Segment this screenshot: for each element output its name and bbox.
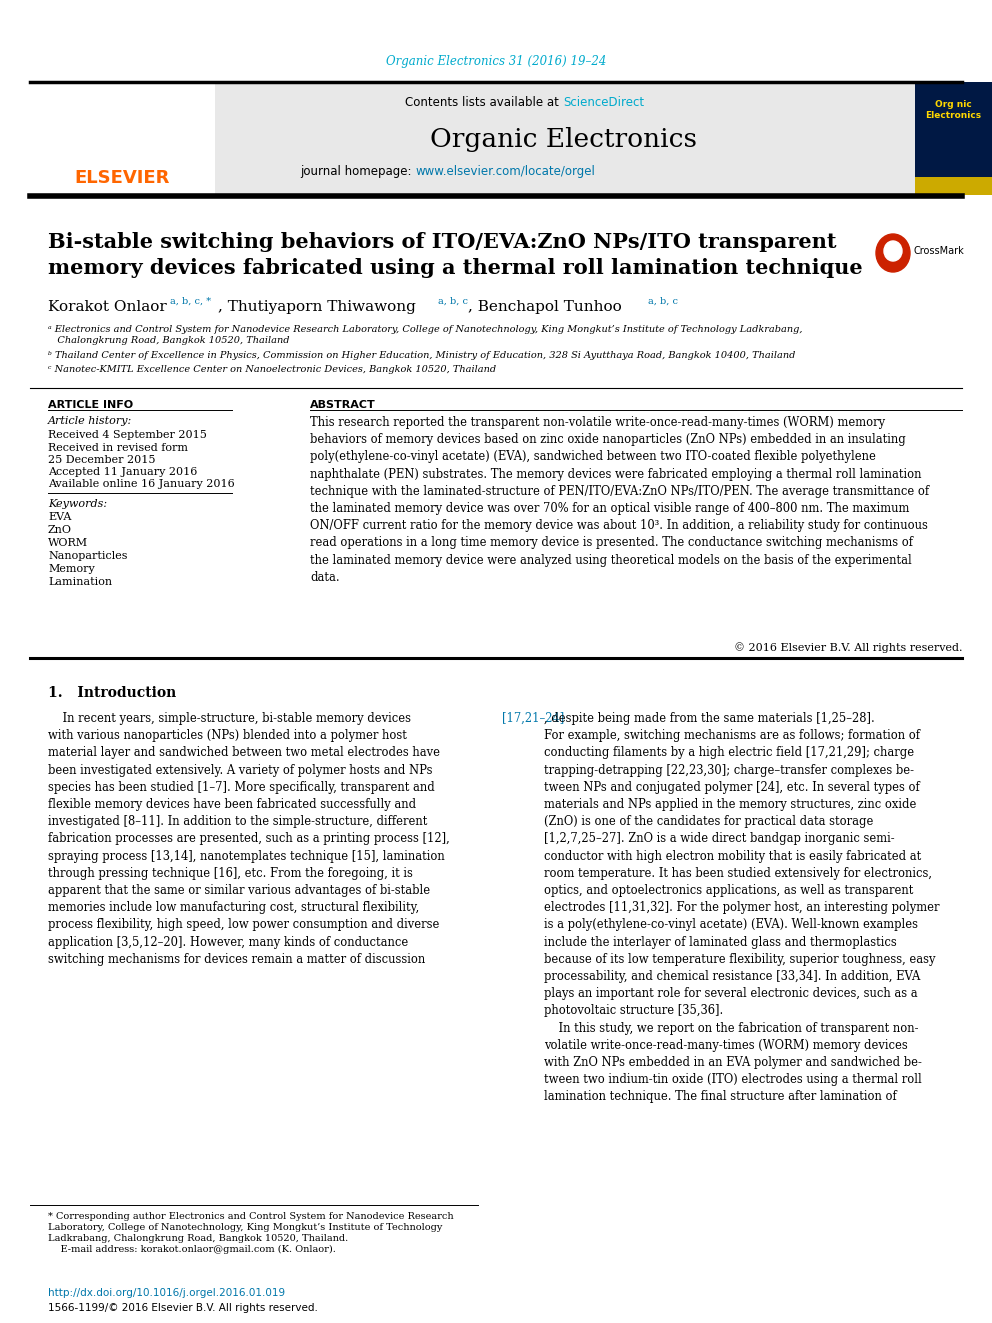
Text: * Corresponding author Electronics and Control System for Nanodevice Research
La: * Corresponding author Electronics and C… [48,1212,453,1254]
Text: Nanoparticles: Nanoparticles [48,550,128,561]
Text: 25 December 2015: 25 December 2015 [48,455,156,464]
Text: journal homepage:: journal homepage: [300,165,415,179]
Text: ᵃ Electronics and Control System for Nanodevice Research Laboratory, College of : ᵃ Electronics and Control System for Nan… [48,325,803,345]
Text: 1566-1199/© 2016 Elsevier B.V. All rights reserved.: 1566-1199/© 2016 Elsevier B.V. All right… [48,1303,317,1312]
Text: Received 4 September 2015: Received 4 September 2015 [48,430,207,441]
Text: ELSEVIER: ELSEVIER [74,169,170,187]
Text: Org nic
Electronics: Org nic Electronics [925,99,981,120]
Text: Memory: Memory [48,564,95,574]
Text: Received in revised form: Received in revised form [48,443,188,452]
Bar [30,82,215,194]
Text: This research reported the transparent non-volatile write-once-read-many-times (: This research reported the transparent n… [310,415,930,583]
Text: WORM: WORM [48,538,88,548]
Text: ScienceDirect: ScienceDirect [563,97,644,110]
Bar [215,82,915,194]
Text: Organic Electronics: Organic Electronics [430,127,696,152]
Text: www.elsevier.com/locate/orgel: www.elsevier.com/locate/orgel [415,165,595,179]
Bar [915,177,992,194]
Text: 1.   Introduction: 1. Introduction [48,687,177,700]
Text: EVA: EVA [48,512,71,523]
Text: [17,21–24]: [17,21–24] [502,712,564,725]
Text: , despite being made from the same materials [1,25–28].
For example, switching m: , despite being made from the same mater… [544,712,939,1103]
Text: Contents lists available at: Contents lists available at [406,97,563,110]
Ellipse shape [884,241,902,261]
Text: Lamination: Lamination [48,577,112,587]
Text: Bi-stable switching behaviors of ITO/EVA:ZnO NPs/ITO transparent
memory devices : Bi-stable switching behaviors of ITO/EVA… [48,232,863,278]
Bar [915,82,992,194]
Text: ZnO: ZnO [48,525,72,534]
Text: Korakot Onlaor: Korakot Onlaor [48,300,167,314]
Text: ABSTRACT: ABSTRACT [310,400,376,410]
Text: Accepted 11 January 2016: Accepted 11 January 2016 [48,467,197,478]
Text: a, b, c, *: a, b, c, * [170,296,211,306]
Text: a, b, c: a, b, c [648,296,678,306]
Text: Article history:: Article history: [48,415,132,426]
Text: CrossMark: CrossMark [913,246,964,255]
Text: © 2016 Elsevier B.V. All rights reserved.: © 2016 Elsevier B.V. All rights reserved… [733,642,962,652]
Text: ᵇ Thailand Center of Excellence in Physics, Commission on Higher Education, Mini: ᵇ Thailand Center of Excellence in Physi… [48,351,796,360]
Text: Keywords:: Keywords: [48,499,107,509]
Text: , Benchapol Tunhoo: , Benchapol Tunhoo [468,300,622,314]
Text: a, b, c: a, b, c [438,296,468,306]
Text: In recent years, simple-structure, bi-stable memory devices
with various nanopar: In recent years, simple-structure, bi-st… [48,712,449,966]
Text: Available online 16 January 2016: Available online 16 January 2016 [48,479,235,490]
Ellipse shape [876,234,910,273]
Text: , Thutiyaporn Thiwawong: , Thutiyaporn Thiwawong [218,300,416,314]
Text: Organic Electronics 31 (2016) 19–24: Organic Electronics 31 (2016) 19–24 [386,56,606,69]
Text: ARTICLE INFO: ARTICLE INFO [48,400,133,410]
Text: http://dx.doi.org/10.1016/j.orgel.2016.01.019: http://dx.doi.org/10.1016/j.orgel.2016.0… [48,1289,285,1298]
Text: ᶜ Nanotec-KMITL Excellence Center on Nanoelectronic Devices, Bangkok 10520, Thai: ᶜ Nanotec-KMITL Excellence Center on Nan… [48,365,496,374]
